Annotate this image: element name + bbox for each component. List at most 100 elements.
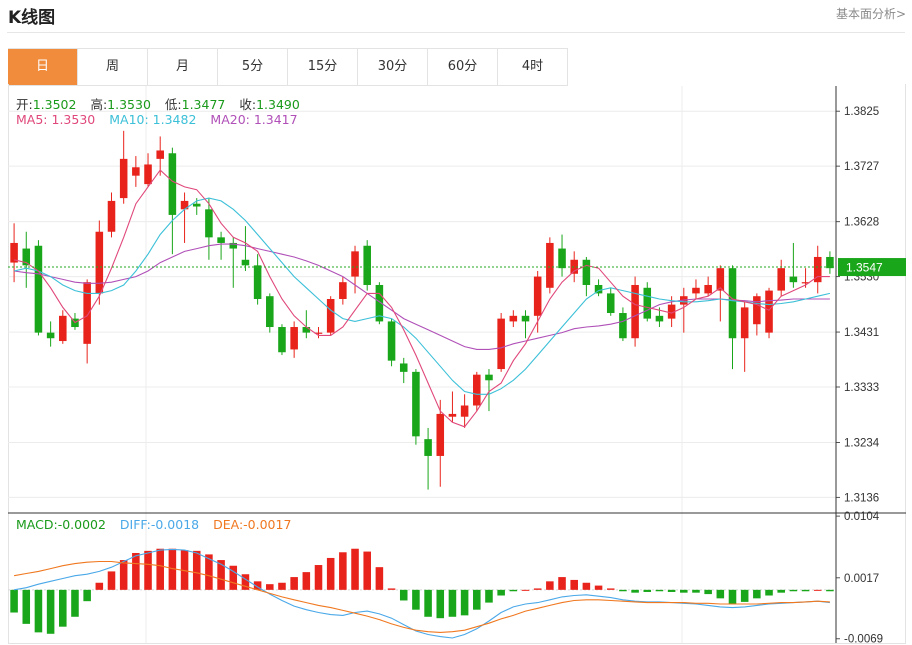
- candle-up: [156, 150, 164, 159]
- macd-bar-positive: [241, 574, 250, 590]
- candle-up: [339, 282, 347, 299]
- macd-bar-negative: [826, 589, 834, 592]
- macd-bar-negative: [436, 589, 445, 619]
- macd-bar-negative: [59, 589, 67, 627]
- candle-up: [801, 282, 810, 284]
- candle-down: [399, 363, 408, 372]
- candle-up: [144, 164, 152, 185]
- candle-up: [59, 315, 67, 342]
- candle-up: [473, 374, 481, 406]
- candle-down: [594, 284, 603, 294]
- macd-bar-positive: [606, 588, 615, 590]
- candle-up: [119, 158, 128, 199]
- candle-up: [533, 276, 542, 316]
- candle-up: [95, 231, 104, 294]
- candle-down: [582, 259, 591, 285]
- macd-tick-label: -0.0069: [844, 634, 883, 645]
- macd-bar-positive: [229, 565, 238, 590]
- candle-down: [253, 265, 262, 299]
- candle-up: [667, 304, 676, 319]
- candle-down: [22, 248, 31, 266]
- candle-down: [619, 313, 627, 339]
- macd-bar-negative: [460, 589, 469, 616]
- macd-bar-negative: [473, 589, 481, 610]
- macd-bar-negative: [619, 589, 627, 592]
- candle-down: [266, 296, 274, 328]
- macd-bar-positive: [180, 550, 189, 590]
- macd-bar-negative: [424, 589, 432, 617]
- tab-15min[interactable]: 15分: [288, 49, 358, 85]
- macd-tick-label: 0.0017: [844, 573, 879, 585]
- macd-bar-positive: [132, 552, 140, 590]
- macd-bar-positive: [339, 552, 347, 590]
- candle-up: [813, 256, 822, 283]
- price-tick-label: 1.3234: [844, 437, 880, 449]
- candle-down: [302, 327, 311, 333]
- candle-down: [521, 315, 530, 322]
- ma10-legend: MA10: 1.3482: [109, 112, 197, 127]
- candle-up: [704, 284, 712, 294]
- dea-line: [14, 560, 830, 633]
- candle-up: [351, 251, 359, 277]
- macd-bar-negative: [704, 589, 712, 595]
- candle-down: [606, 293, 615, 314]
- candle-up: [290, 327, 298, 350]
- macd-bar-positive: [387, 588, 396, 590]
- macd-bar-positive: [351, 548, 359, 590]
- candle-up: [83, 282, 91, 344]
- candle-down: [728, 268, 737, 339]
- candle-down: [205, 209, 213, 238]
- macd-bar-positive: [107, 571, 116, 590]
- candle-up: [497, 318, 505, 370]
- tab-day[interactable]: 日: [8, 49, 78, 85]
- candle-down: [558, 248, 566, 269]
- macd-bar-positive: [290, 577, 298, 590]
- ma20-line: [14, 243, 830, 350]
- macd-bar-negative: [801, 589, 810, 592]
- diff-line: [14, 548, 830, 639]
- tab-month[interactable]: 月: [148, 49, 218, 85]
- macd-bar-negative: [631, 589, 639, 593]
- macd-tick-label: 0.0104: [844, 511, 880, 523]
- macd-bar-negative: [692, 589, 700, 593]
- tab-week[interactable]: 周: [78, 49, 148, 85]
- macd-legend: MACD:-0.0002 DIFF:-0.0018 DEA:-0.0017: [16, 517, 301, 532]
- candle-down: [217, 237, 225, 243]
- diff-legend: DIFF:-0.0018: [119, 517, 200, 532]
- price-tick-label: 1.3727: [844, 161, 879, 173]
- price-tick-label: 1.3825: [844, 106, 879, 118]
- ma5-legend: MA5: 1.3530: [16, 112, 96, 127]
- macd-bar-positive: [326, 557, 335, 590]
- candle-down: [363, 245, 371, 285]
- macd-bar-positive: [168, 548, 177, 590]
- macd-bar-negative: [680, 589, 688, 593]
- high-legend: 高:1.3530: [90, 97, 151, 112]
- header-divider: [7, 32, 905, 33]
- macd-bar-positive: [546, 581, 554, 590]
- candle-up: [436, 413, 445, 456]
- candle-down: [643, 287, 652, 319]
- candle-up: [692, 287, 700, 294]
- current-price-label: 1.3547: [846, 261, 883, 275]
- macd-bar-positive: [302, 572, 311, 590]
- close-legend: 收:1.3490: [239, 97, 300, 112]
- tab-5min[interactable]: 5分: [218, 49, 288, 85]
- macd-bar-positive: [217, 560, 225, 590]
- candle-up: [777, 268, 785, 291]
- macd-bar-positive: [156, 548, 164, 590]
- candle-down: [229, 242, 238, 249]
- tab-30min[interactable]: 30分: [358, 49, 428, 85]
- price-tick-label: 1.3628: [844, 217, 879, 229]
- fundamental-analysis-link[interactable]: 基本面分析>: [835, 7, 906, 21]
- macd-bar-negative: [667, 589, 676, 592]
- macd-bar-negative: [497, 589, 505, 596]
- macd-bar-positive: [363, 551, 371, 590]
- candle-down: [192, 203, 201, 207]
- macd-bar-negative: [34, 589, 43, 633]
- macd-bar-positive: [582, 582, 591, 590]
- tab-4hour[interactable]: 4时: [498, 49, 568, 85]
- candle-up: [132, 167, 140, 176]
- candle-down: [168, 153, 177, 215]
- tab-60min[interactable]: 60分: [428, 49, 498, 85]
